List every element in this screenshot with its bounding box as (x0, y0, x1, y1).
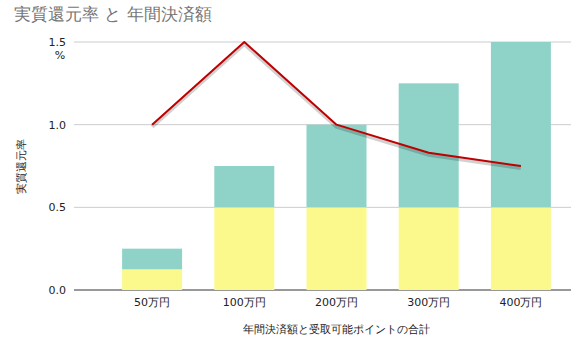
bar (214, 207, 274, 290)
title: 実質還元率 と 年間決済額 (14, 4, 212, 24)
bar (122, 269, 182, 290)
bar (491, 207, 551, 290)
y-tick-label: 0.5 (49, 201, 67, 214)
x-tick-label: 100万円 (223, 296, 266, 309)
x-tick-label: 200万円 (315, 296, 358, 309)
bar (214, 166, 274, 207)
plot-area (122, 42, 551, 290)
line-shadow (152, 44, 521, 168)
line (152, 42, 521, 166)
y-tick-label: 0.0 (49, 284, 67, 297)
bar (122, 249, 182, 270)
bar (399, 207, 459, 290)
bar (307, 125, 367, 208)
unit-label: % (55, 49, 65, 62)
y-tick-label: 1.0 (49, 119, 67, 132)
bar (307, 207, 367, 290)
x-tick-label: 300万円 (407, 296, 450, 309)
bar (491, 42, 551, 207)
x-tick-label: 400万円 (499, 296, 542, 309)
chart: 実質還元率 と 年間決済額 0.0 0.5 1.0 1.5% 実質還元率 50万円 100万円… (0, 0, 574, 344)
y-axis-title: 実質還元率 (15, 139, 28, 194)
x-axis-title: 年間決済額と受取可能ポイントの合計 (243, 323, 430, 336)
y-tick-label: 1.5 (49, 36, 67, 49)
x-tick-label: 50万円 (134, 296, 170, 309)
